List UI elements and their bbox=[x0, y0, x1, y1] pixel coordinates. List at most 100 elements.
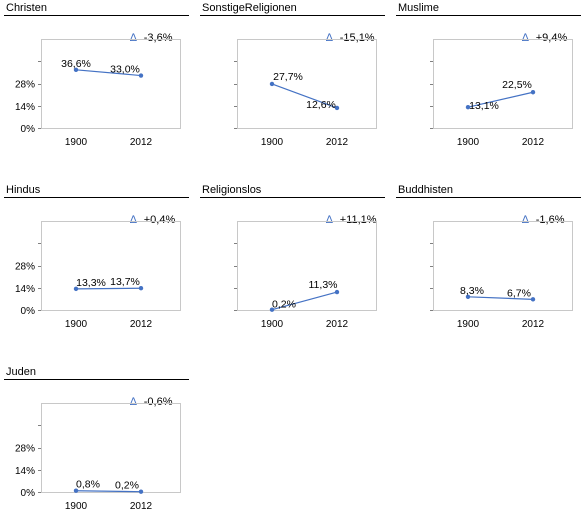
series-line bbox=[75, 490, 142, 493]
data-label: 33,0% bbox=[110, 64, 140, 76]
x-tick-label: 2012 bbox=[326, 319, 349, 330]
series-line bbox=[271, 291, 338, 311]
line-chart: 0% 14% 28% 1900 2012 13,3% 13,7% bbox=[15, 221, 181, 330]
delta-triangle-icon: ∆ bbox=[522, 214, 529, 226]
data-point bbox=[138, 73, 144, 78]
data-point bbox=[73, 286, 79, 292]
chart-panel: Juden ∆ -0,6% 0% 14% 28% 1900 2012 0,8% 0,2% bbox=[4, 365, 194, 530]
change-indicator: ∆ -3,6% bbox=[130, 32, 172, 44]
change-value: -3,6% bbox=[143, 32, 173, 44]
data-label: 22,5% bbox=[502, 79, 532, 91]
data-point bbox=[138, 286, 144, 291]
title-underline bbox=[4, 197, 189, 198]
change-value: -0,6% bbox=[143, 396, 173, 408]
data-point bbox=[334, 105, 340, 111]
data-point bbox=[269, 81, 275, 87]
x-tick-label: 2012 bbox=[522, 319, 545, 330]
change-indicator: ∆ -15,1% bbox=[326, 32, 375, 44]
title-underline bbox=[200, 15, 385, 16]
x-tick-label: 2012 bbox=[130, 319, 153, 330]
data-label: 0,8% bbox=[76, 479, 100, 491]
y-tick-label: 28% bbox=[15, 444, 35, 455]
y-tick-label: 0% bbox=[21, 488, 36, 499]
series-line bbox=[271, 83, 338, 109]
plot-frame bbox=[433, 221, 573, 311]
data-point bbox=[465, 104, 471, 110]
data-point bbox=[334, 289, 340, 295]
plot-frame bbox=[237, 221, 377, 311]
line-chart: 1900 2012 13,1%22,5% bbox=[430, 39, 573, 148]
change-indicator: ∆ -1,6% bbox=[522, 214, 564, 226]
delta-triangle-icon: ∆ bbox=[130, 396, 137, 408]
data-point bbox=[73, 67, 79, 73]
title-underline bbox=[4, 15, 189, 16]
x-tick-label: 1900 bbox=[457, 137, 480, 148]
chart-panel: Christen ∆ -3,6% 0% 14% 28% 1900 2012 36,6% 33,0% bbox=[4, 1, 194, 166]
x-tick-label: 2012 bbox=[522, 137, 545, 148]
title-underline bbox=[396, 15, 581, 16]
chart-panel: Muslime ∆ +9,4% 1900 2012 13,1% 22,5% bbox=[396, 1, 586, 166]
y-tick-label: 0% bbox=[21, 124, 36, 135]
x-tick-label: 2012 bbox=[326, 137, 349, 148]
x-tick-label: 1900 bbox=[261, 319, 284, 330]
change-value: +0,4% bbox=[143, 214, 176, 226]
plot-frame bbox=[433, 39, 573, 129]
change-value: -1,6% bbox=[535, 214, 565, 226]
data-label: 13,3% bbox=[76, 277, 106, 289]
data-point bbox=[138, 489, 144, 494]
change-value: -15,1% bbox=[339, 32, 375, 44]
chart-title: Muslime bbox=[398, 2, 439, 14]
chart-panel: Religionslos ∆ +11,1% 1900 2012 0,2% 11,3% bbox=[200, 183, 390, 348]
data-label: 13,7% bbox=[110, 276, 140, 288]
change-indicator: ∆ +11,1% bbox=[326, 214, 377, 226]
y-tick-label: 28% bbox=[15, 262, 35, 273]
line-chart: 1900 2012 8,3% 6,7% bbox=[430, 221, 573, 330]
chart-panel: SonstigeReligionen ∆ -15,1% 1900 2012 27,7% 12… bbox=[200, 1, 390, 166]
data-point bbox=[269, 307, 275, 312]
chart-title: Religionslos bbox=[202, 184, 262, 196]
change-indicator: ∆ +0,4% bbox=[130, 214, 175, 226]
plot-frame bbox=[41, 39, 181, 129]
line-chart: 1900 2012 0,2% 11,3% bbox=[234, 221, 377, 330]
series-line bbox=[467, 91, 534, 108]
data-label: 11,3% bbox=[309, 279, 338, 291]
data-point bbox=[530, 90, 536, 95]
delta-triangle-icon: ∆ bbox=[326, 214, 333, 226]
change-indicator: ∆ -0,6% bbox=[130, 396, 172, 408]
y-tick-label: 14% bbox=[15, 284, 35, 295]
title-underline bbox=[4, 379, 189, 380]
change-value: +9,4% bbox=[535, 32, 568, 44]
data-label: 27,7% bbox=[273, 71, 303, 83]
data-label: 8,3% bbox=[460, 285, 484, 297]
data-label: 12,6% bbox=[306, 99, 336, 111]
chart-panel: Buddhisten ∆ -1,6% 1900 2012 8,3% 6,7% bbox=[396, 183, 586, 348]
data-point bbox=[73, 488, 79, 493]
chart-title: Christen bbox=[6, 2, 47, 14]
plot-frame bbox=[237, 39, 377, 129]
title-underline bbox=[200, 197, 385, 198]
chart-title: SonstigeReligionen bbox=[202, 2, 297, 14]
chart-title: Buddhisten bbox=[398, 184, 454, 196]
change-indicator: ∆ +9,4% bbox=[522, 32, 567, 44]
x-tick-label: 1900 bbox=[457, 319, 480, 330]
delta-triangle-icon: ∆ bbox=[326, 32, 333, 44]
x-tick-label: 2012 bbox=[130, 137, 153, 148]
delta-triangle-icon: ∆ bbox=[522, 32, 529, 44]
data-label: 13,1% bbox=[469, 100, 499, 112]
line-chart: 1900 2012 27,7% 12,6% bbox=[234, 39, 377, 148]
x-tick-label: 1900 bbox=[65, 137, 88, 148]
y-tick-label: 14% bbox=[15, 466, 35, 477]
data-label: 6,7% bbox=[507, 287, 531, 299]
data-label: 0,2% bbox=[115, 480, 139, 492]
x-tick-label: 1900 bbox=[65, 319, 88, 330]
data-label: 0,2% bbox=[272, 299, 296, 311]
line-chart: 0% 14% 28% 1900 2012 0,8% 0,2% bbox=[15, 403, 181, 512]
data-label: 36,6% bbox=[61, 58, 91, 70]
plot-frame bbox=[41, 221, 181, 311]
delta-triangle-icon: ∆ bbox=[130, 32, 137, 44]
data-point bbox=[530, 297, 536, 302]
y-tick-label: 0% bbox=[21, 306, 36, 317]
chart-title: Juden bbox=[6, 366, 36, 378]
chart-panel: Hindus ∆ +0,4% 0% 14% 28% 1900 2012 13,3% 13,7% bbox=[4, 183, 194, 348]
x-tick-label: 1900 bbox=[261, 137, 284, 148]
